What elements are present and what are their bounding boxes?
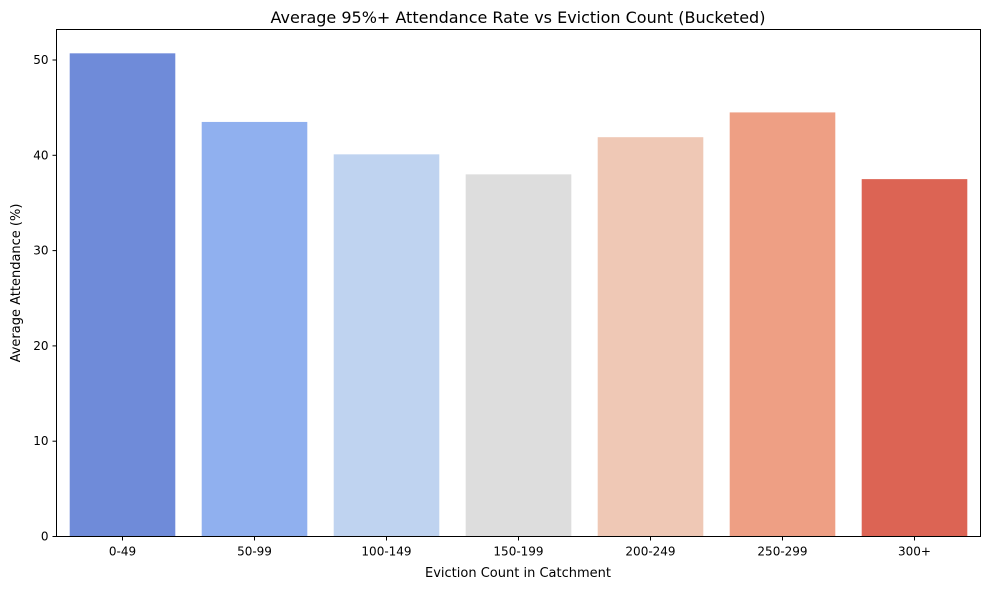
x-tick-label: 50-99 bbox=[237, 545, 272, 559]
bar-150-199 bbox=[465, 174, 572, 537]
y-tick-label: 40 bbox=[33, 148, 48, 162]
y-tick-label: 0 bbox=[41, 530, 49, 544]
y-tick-label: 20 bbox=[33, 339, 48, 353]
x-tick-label: 200-249 bbox=[625, 545, 675, 559]
y-tick-label: 30 bbox=[33, 244, 48, 258]
bar-250-299 bbox=[729, 112, 836, 537]
x-axis-ticks: 0-49 50-99 100-149 150-199 200-249 250-299 300… bbox=[109, 536, 931, 559]
bar-300+ bbox=[861, 179, 968, 537]
x-tick-label: 300+ bbox=[898, 545, 931, 559]
bar-0-49 bbox=[69, 53, 176, 537]
y-tick-label: 50 bbox=[33, 53, 48, 67]
x-tick-label: 0-49 bbox=[109, 545, 136, 559]
x-axis-label: Eviction Count in Catchment bbox=[425, 566, 611, 581]
bars-group bbox=[69, 53, 968, 537]
y-axis-label: Average Attendance (%) bbox=[9, 204, 24, 363]
plot-area-frame bbox=[56, 29, 981, 537]
x-tick-label: 250-299 bbox=[757, 545, 807, 559]
chart-title: Average 95%+ Attendance Rate vs Eviction… bbox=[271, 8, 766, 27]
bar-200-249 bbox=[597, 137, 704, 537]
x-tick-label: 100-149 bbox=[361, 545, 411, 559]
bar-50-99 bbox=[201, 121, 308, 537]
y-axis-ticks: 0 10 20 30 40 50 bbox=[33, 53, 57, 544]
x-tick-label: 150-199 bbox=[493, 545, 543, 559]
bar-100-149 bbox=[333, 154, 440, 537]
y-tick-label: 10 bbox=[33, 434, 48, 448]
